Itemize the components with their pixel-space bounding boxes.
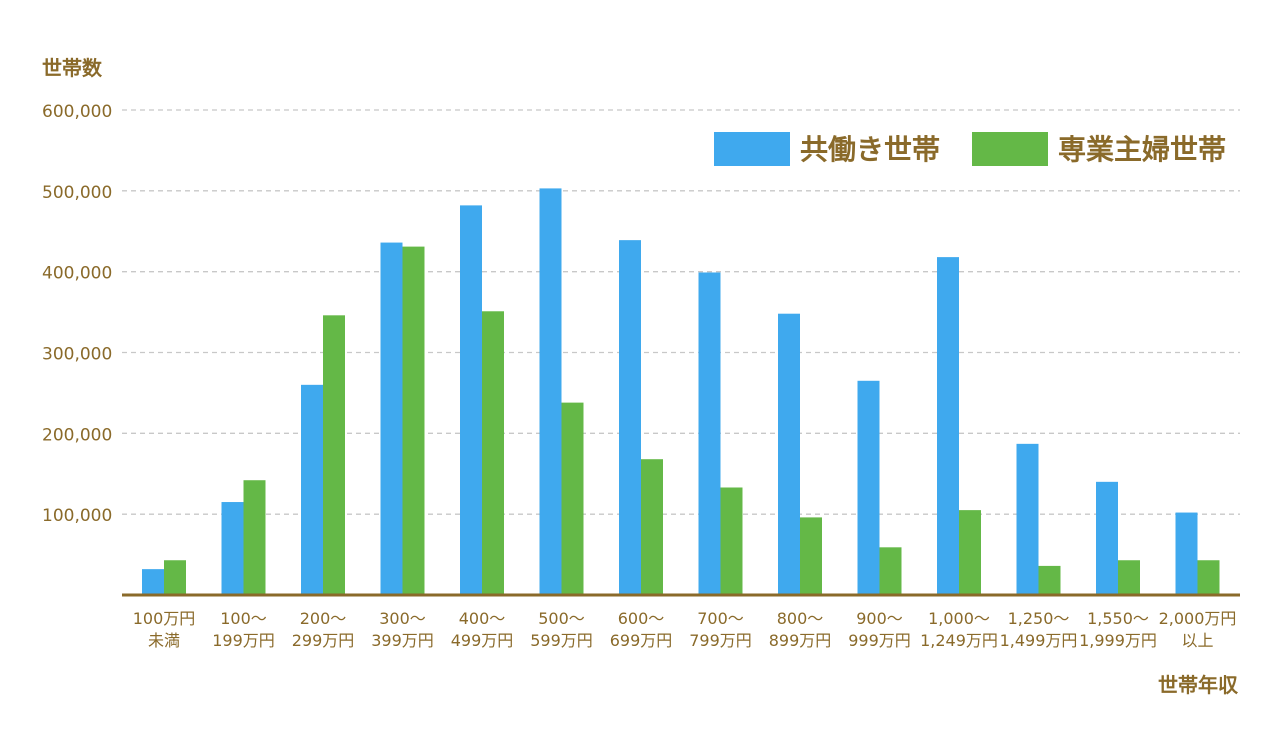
bar-dual-income	[539, 188, 562, 596]
y-tick-label: 400,000	[42, 264, 112, 284]
bar-dual-income	[380, 242, 403, 596]
x-tick-label: 300〜	[379, 609, 426, 628]
x-tick-label: 600〜	[618, 609, 665, 628]
bar-single-income	[641, 459, 663, 595]
bar-single-income	[720, 487, 743, 595]
bar-dual-income	[857, 380, 880, 595]
legend-swatch-single-income	[972, 132, 1048, 166]
y-tick-label: 100,000	[42, 506, 112, 526]
bar-single-income	[959, 510, 981, 595]
y-tick-label: 600,000	[42, 102, 112, 122]
x-tick-label: 400〜	[459, 609, 506, 628]
bar-dual-income	[1096, 481, 1118, 595]
bar-single-income	[1197, 560, 1220, 595]
legend-label-single-income: 専業主婦世帯	[1058, 133, 1226, 166]
bar-single-income	[243, 480, 266, 595]
bar-single-income	[482, 311, 504, 595]
bar-dual-income	[1175, 512, 1198, 595]
x-tick-label: 599万円	[530, 631, 593, 650]
bar-dual-income	[301, 384, 323, 595]
bar-dual-income	[221, 502, 244, 595]
bar-dual-income	[778, 313, 800, 595]
x-tick-label: 1,999万円	[1079, 631, 1157, 650]
x-tick-label: 未満	[148, 631, 180, 650]
x-tick-label: 399万円	[371, 631, 434, 650]
bar-dual-income	[142, 569, 164, 595]
x-tick-label: 100〜	[220, 609, 267, 628]
x-tick-label: 2,000万円	[1159, 609, 1237, 628]
legend-swatch-dual-income	[714, 132, 790, 166]
x-tick-label: 1,000〜	[928, 609, 990, 628]
x-tick-label: 899万円	[769, 631, 832, 650]
x-tick-label: 以上	[1181, 631, 1213, 650]
x-tick-label: 1,550〜	[1087, 609, 1149, 628]
x-tick-label: 100万円	[133, 609, 196, 628]
x-tick-label: 1,249万円	[920, 631, 998, 650]
x-tick-label: 200〜	[300, 609, 347, 628]
legend-label-dual-income: 共働き世帯	[800, 133, 940, 166]
x-tick-label: 1,499万円	[1000, 631, 1078, 650]
bar-dual-income	[619, 240, 641, 595]
x-tick-label: 999万円	[848, 631, 911, 650]
x-tick-label: 800〜	[777, 609, 824, 628]
bar-single-income	[1038, 565, 1061, 595]
bar-dual-income	[937, 257, 959, 595]
x-tick-label: 500〜	[538, 609, 585, 628]
bar-dual-income	[460, 205, 482, 595]
x-tick-label: 699万円	[610, 631, 673, 650]
bar-single-income	[402, 246, 425, 595]
x-tick-label: 499万円	[451, 631, 514, 650]
y-tick-label: 300,000	[42, 345, 112, 365]
x-axis-label: 世帯年収	[1158, 673, 1239, 697]
x-tick-label: 199万円	[212, 631, 275, 650]
x-tick-label: 1,250〜	[1008, 609, 1070, 628]
bar-single-income	[164, 560, 186, 595]
x-tick-label: 700〜	[697, 609, 744, 628]
bar-single-income	[323, 315, 345, 595]
bar-dual-income	[698, 272, 721, 595]
y-tick-label: 200,000	[42, 425, 112, 445]
x-tick-label: 799万円	[689, 631, 752, 650]
bar-dual-income	[1016, 443, 1039, 595]
y-axis-label: 世帯数	[42, 56, 103, 80]
y-tick-label: 500,000	[42, 183, 112, 203]
bar-single-income	[1118, 560, 1140, 595]
bar-single-income	[561, 402, 584, 595]
x-tick-label: 900〜	[856, 609, 903, 628]
x-tick-label: 299万円	[292, 631, 355, 650]
bar-single-income	[879, 547, 902, 595]
bar-single-income	[800, 517, 822, 595]
